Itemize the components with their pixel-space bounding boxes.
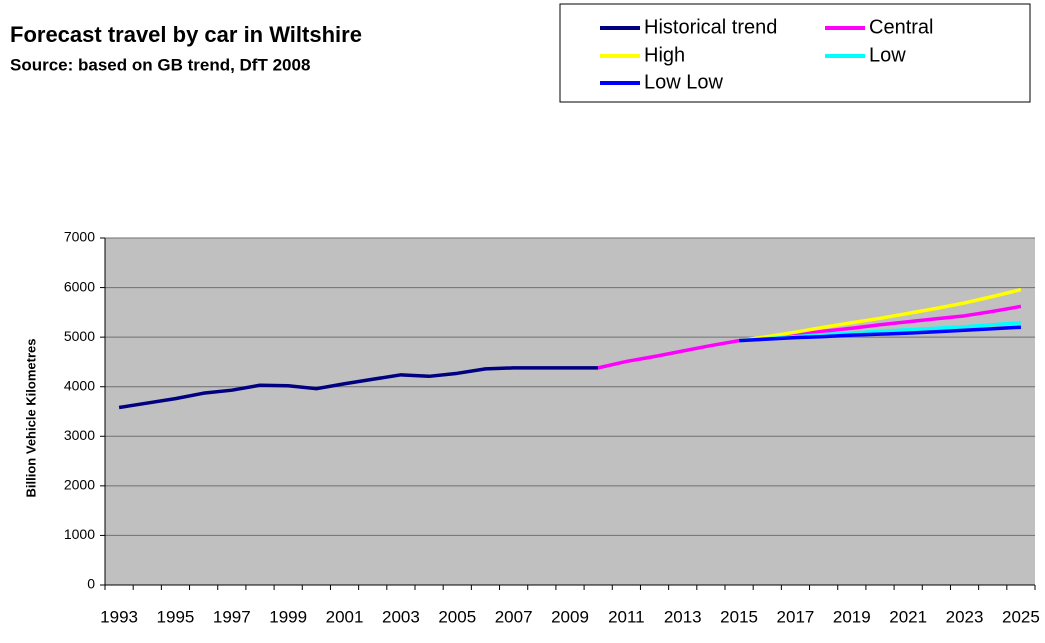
x-tick-label: 1995 <box>157 607 195 626</box>
x-tick-label: 2011 <box>608 607 645 626</box>
series-line <box>738 287 1022 343</box>
x-tick-label: 2021 <box>889 607 927 626</box>
x-tick-label: 2009 <box>551 607 589 626</box>
y-tick-label: 5000 <box>64 328 95 344</box>
series-line <box>118 366 599 410</box>
series-line <box>738 325 1022 343</box>
x-tick-label: 1997 <box>213 607 251 626</box>
y-tick-label: 3000 <box>64 427 95 443</box>
y-tick-label: 2000 <box>64 477 95 493</box>
x-tick-label: 2017 <box>777 607 815 626</box>
chart-title: Forecast travel by car in Wiltshire <box>10 22 362 47</box>
legend-box <box>559 3 1031 103</box>
x-tick-label: 2013 <box>664 607 702 626</box>
legend-label: Historical trend <box>644 16 777 38</box>
x-tick-label: 2019 <box>833 607 871 626</box>
x-tick-label: 2023 <box>946 607 984 626</box>
x-tick-label: 2015 <box>720 607 758 626</box>
y-tick-label: 4000 <box>64 377 95 393</box>
legend-label: High <box>644 44 685 66</box>
x-tick-label: 2005 <box>438 607 476 626</box>
x-tick-label: 2003 <box>382 607 420 626</box>
x-tick-label: 1993 <box>100 607 138 626</box>
x-tick-label: 2001 <box>326 607 364 626</box>
y-tick-label: 0 <box>87 576 95 592</box>
x-tick-label: 1999 <box>269 607 307 626</box>
y-axis-title: Billion Vehicle Kilometres <box>23 339 38 498</box>
x-tick-label: 2025 <box>1002 607 1040 626</box>
plot-area <box>105 238 1035 585</box>
y-tick-label: 7000 <box>64 229 95 245</box>
legend-label: Low <box>869 44 906 66</box>
legend-label: Central <box>869 16 933 38</box>
legend-label: Low Low <box>644 71 723 93</box>
y-tick-label: 1000 <box>64 526 95 542</box>
x-tick-label: 2007 <box>495 607 533 626</box>
y-tick-label: 6000 <box>64 278 95 294</box>
chart-subtitle: Source: based on GB trend, DfT 2008 <box>10 55 310 74</box>
series-line <box>597 304 1022 370</box>
